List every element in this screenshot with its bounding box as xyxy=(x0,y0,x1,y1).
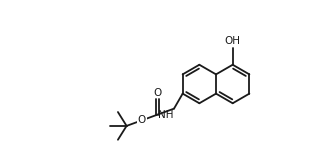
Text: NH: NH xyxy=(158,110,173,120)
Text: O: O xyxy=(138,115,146,125)
Text: OH: OH xyxy=(225,36,241,46)
Text: O: O xyxy=(153,88,161,97)
